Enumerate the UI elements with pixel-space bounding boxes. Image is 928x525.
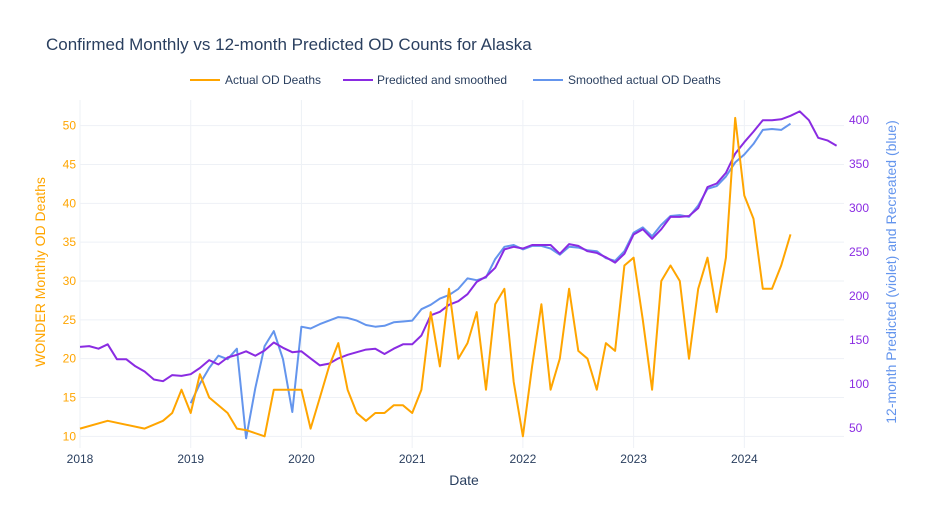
grid-layer [79,100,844,448]
y-right-tick-label: 300 [849,201,869,215]
y-right-tick-label: 150 [849,333,869,347]
x-axis-title: Date [449,472,479,488]
chart-title: Confirmed Monthly vs 12-month Predicted … [46,35,532,54]
y-left-tick-label: 20 [63,352,77,366]
legend-label-smoothed: Smoothed actual OD Deaths [568,73,721,87]
y-left-tick-label: 10 [63,429,77,443]
x-tick-label: 2024 [731,452,758,466]
x-tick-label: 2019 [177,452,204,466]
legend-label-predicted: Predicted and smoothed [377,73,507,87]
y-left-tick-label: 50 [63,119,77,133]
predicted-smoothed-line[interactable] [79,110,838,383]
x-tick-label: 2020 [288,452,315,466]
legend-label-actual: Actual OD Deaths [225,73,321,87]
legend[interactable]: Actual OD Deaths Predicted and smoothed … [190,73,721,87]
y-left-tick-label: 40 [63,196,77,210]
y-right-tick-label: 400 [849,113,869,127]
series-layer [79,110,838,440]
y-left-tick-label: 30 [63,274,77,288]
x-tick-label: 2018 [67,452,94,466]
y-right-tick-label: 200 [849,289,869,303]
actual-od-deaths-line[interactable] [79,116,792,438]
y-left-tick-label: 35 [63,235,77,249]
x-tick-label: 2021 [399,452,426,466]
axis-layer: 2018 2019 2020 2021 2022 2023 2024 10 15 20 25 30 35… [63,113,870,466]
y-left-tick-label: 15 [63,391,77,405]
y-right-tick-label: 350 [849,157,869,171]
x-tick-label: 2023 [620,452,647,466]
y-axis-right-title: 12-month Predicted (violet) and Recreate… [883,120,899,424]
x-tick-label: 2022 [510,452,537,466]
y-axis-left-title: WONDER Monthly OD Deaths [32,177,48,367]
y-right-tick-label: 250 [849,245,869,259]
y-right-tick-label: 100 [849,377,869,391]
y-right-tick-label: 50 [849,421,863,435]
y-left-tick-label: 25 [63,313,77,327]
y-left-tick-label: 45 [63,157,77,171]
